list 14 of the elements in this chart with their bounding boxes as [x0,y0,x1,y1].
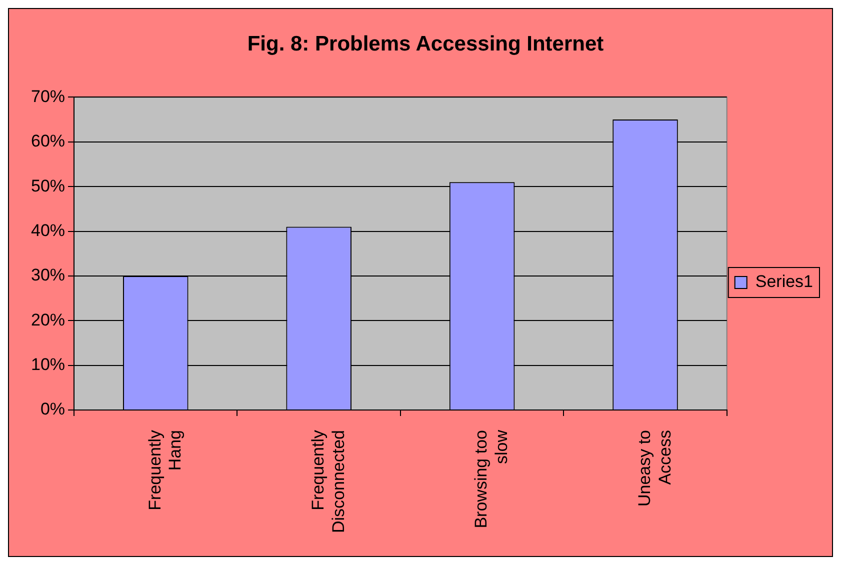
x-tick-label: Browsing too slow [472,429,512,528]
y-tick-label: 70% [30,86,66,106]
x-tick-label: Frequently Disconnected [308,430,348,534]
y-tick-label: 40% [30,220,66,240]
legend-label: Series1 [755,272,813,292]
y-tick-label: 60% [30,132,66,151]
y-tick-label: 30% [30,266,66,285]
y-tick-label: 20% [30,310,66,330]
y-tick-label: 50% [30,176,66,196]
x-tick-label: Frequently Hang [145,430,185,510]
y-tick-label: 0% [40,400,66,419]
chart-title: Fig. 8: Problems Accessing Internet [247,32,604,56]
x-tick-label: Uneasy to Access [634,430,674,507]
y-tick-label: 10% [30,355,66,374]
